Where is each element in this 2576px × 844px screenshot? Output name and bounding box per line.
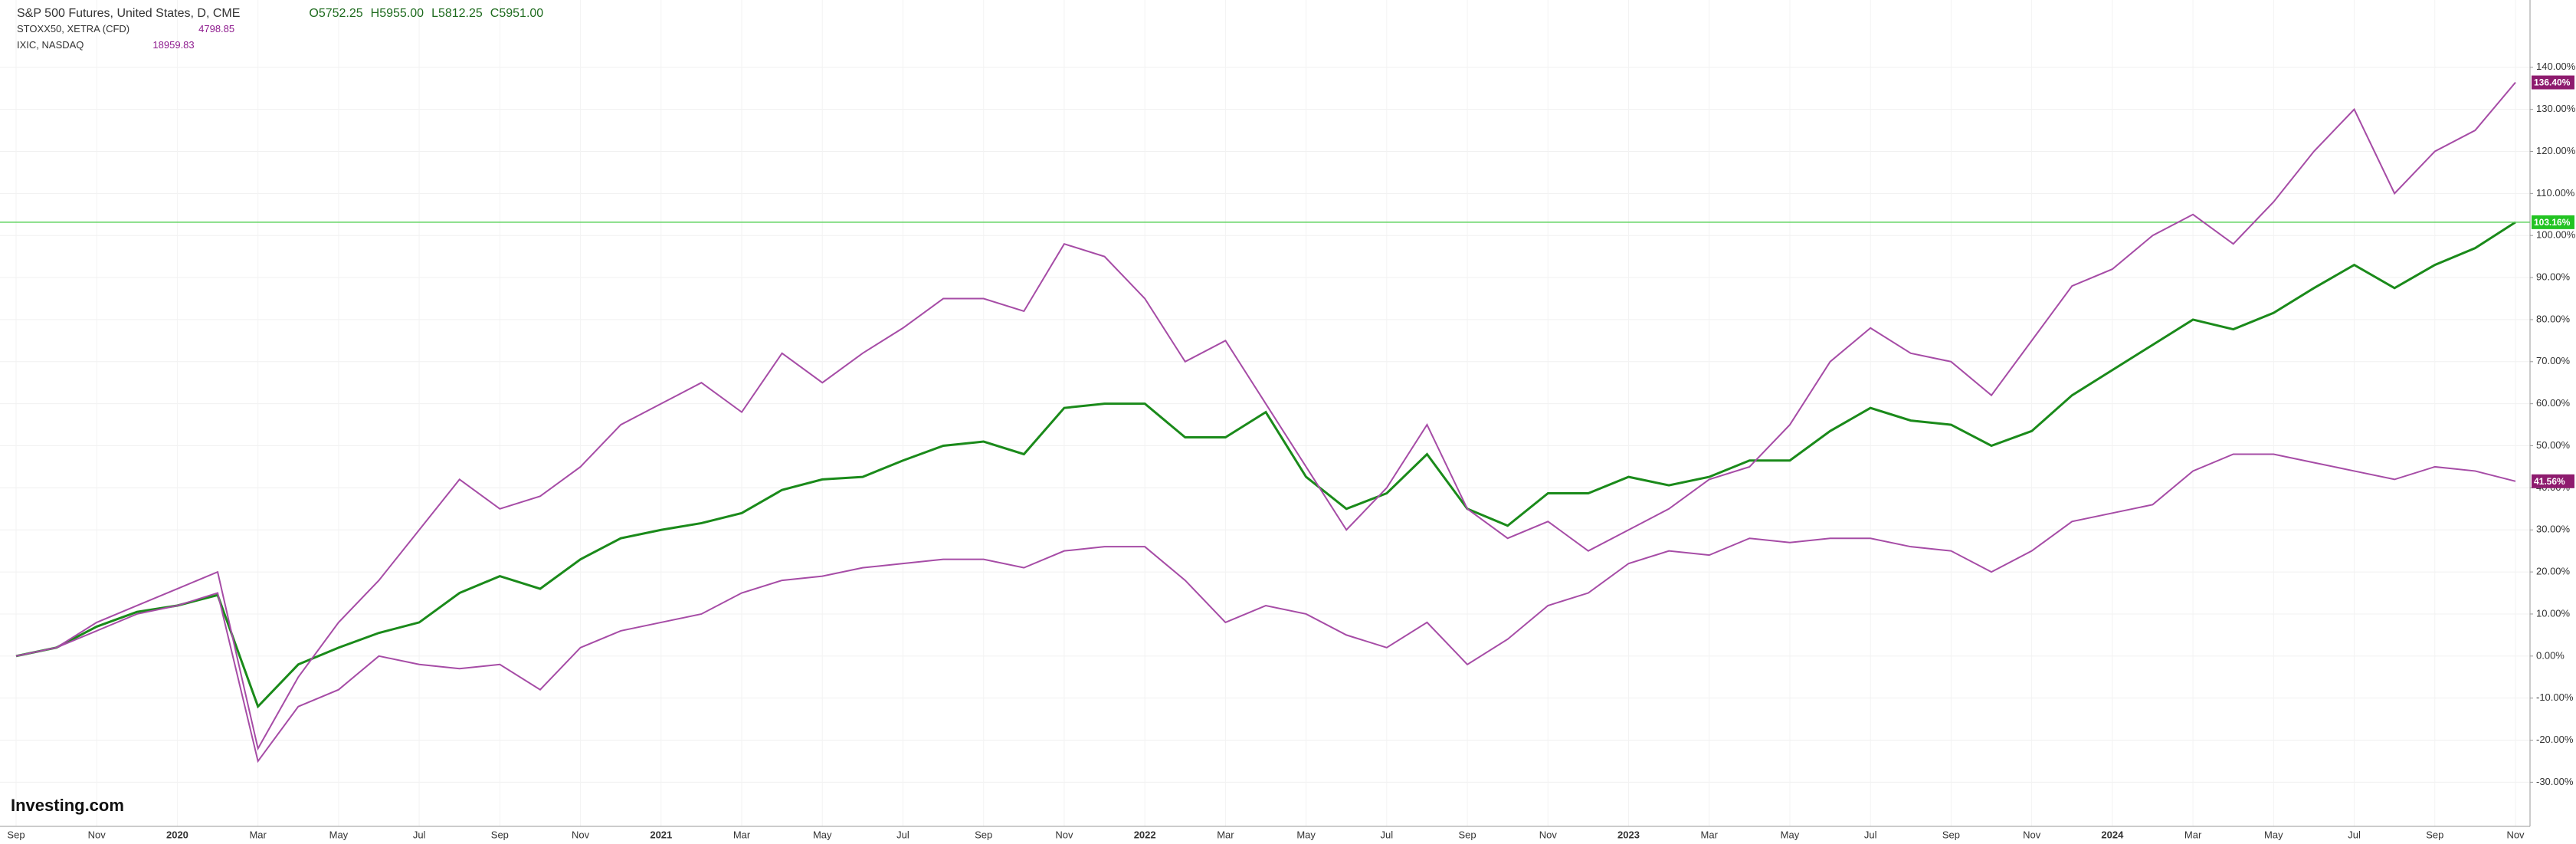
y-tick-label: 140.00% bbox=[2536, 61, 2576, 72]
y-tick-label: -30.00% bbox=[2536, 776, 2574, 787]
y-tick-label: 120.00% bbox=[2536, 145, 2576, 156]
y-tick-label: 110.00% bbox=[2536, 187, 2575, 199]
x-tick-label: May bbox=[1781, 829, 1800, 840]
last-value-label: 103.16% bbox=[2534, 217, 2571, 228]
x-tick-label: 2023 bbox=[1617, 829, 1640, 840]
x-tick-label: May bbox=[1296, 829, 1316, 840]
last-value-badge bbox=[2532, 215, 2574, 229]
y-tick-label: 30.00% bbox=[2536, 524, 2571, 535]
x-tick-label: 2022 bbox=[1134, 829, 1156, 840]
y-tick-label: 70.00% bbox=[2536, 355, 2571, 366]
x-tick-label: 2024 bbox=[2101, 829, 2124, 840]
legend-value: C5951.00 bbox=[490, 7, 543, 20]
x-tick-label: Jul bbox=[896, 829, 909, 840]
legend-title: IXIC, NASDAQ bbox=[17, 39, 84, 51]
y-tick-label: 60.00% bbox=[2536, 397, 2571, 409]
y-tick-label: 90.00% bbox=[2536, 271, 2571, 283]
grid bbox=[0, 0, 2530, 826]
legend-value: H5955.00 bbox=[371, 7, 424, 20]
x-tick-label: Nov bbox=[2506, 829, 2525, 840]
x-tick-label: Mar bbox=[1217, 829, 1234, 840]
x-tick-label: Mar bbox=[2184, 829, 2202, 840]
x-tick-label: Jul bbox=[1381, 829, 1394, 840]
y-tick-label: 50.00% bbox=[2536, 439, 2571, 451]
legend-value: L5812.25 bbox=[431, 7, 483, 20]
y-tick-label: 100.00% bbox=[2536, 229, 2576, 241]
x-tick-label: 2020 bbox=[166, 829, 188, 840]
x-tick-label: May bbox=[813, 829, 832, 840]
last-value-badge bbox=[2532, 474, 2574, 488]
series-line bbox=[15, 453, 2516, 764]
legend-title: STOXX50, XETRA (CFD) bbox=[17, 23, 129, 34]
legend-row: STOXX50, XETRA (CFD) 4798.85 bbox=[17, 23, 234, 34]
x-tick-label: 2021 bbox=[650, 829, 672, 840]
x-tick-label: Mar bbox=[733, 829, 751, 840]
legend-row: S&P 500 Futures, United States, D, CME O5… bbox=[17, 7, 543, 20]
x-tick-label: Sep bbox=[2426, 829, 2443, 840]
x-tick-label: Jul bbox=[2348, 829, 2361, 840]
watermark: Investing.com bbox=[11, 796, 124, 815]
x-tick-label: Jul bbox=[413, 829, 426, 840]
x-tick-label: Mar bbox=[1701, 829, 1719, 840]
legend-value: 18959.83 bbox=[152, 39, 194, 51]
y-tick-label: 20.00% bbox=[2536, 566, 2571, 577]
x-tick-label: Sep bbox=[7, 829, 25, 840]
legend-value: 4798.85 bbox=[198, 23, 234, 34]
legend-row: IXIC, NASDAQ 18959.83 bbox=[17, 39, 195, 51]
x-tick-label: Sep bbox=[1942, 829, 1960, 840]
x-tick-label: Sep bbox=[1458, 829, 1476, 840]
y-tick-label: 80.00% bbox=[2536, 313, 2571, 324]
legend-title: S&P 500 Futures, United States, D, CME bbox=[17, 7, 240, 20]
x-tick-label: Sep bbox=[491, 829, 509, 840]
x-tick-label: Nov bbox=[1055, 829, 1073, 840]
x-tick-label: May bbox=[329, 829, 349, 840]
y-tick-label: 130.00% bbox=[2536, 103, 2576, 114]
last-value-label: 136.40% bbox=[2534, 77, 2571, 88]
y-tick-label: -20.00% bbox=[2536, 734, 2574, 745]
series-line bbox=[15, 221, 2516, 709]
y-tick-label: 0.00% bbox=[2536, 649, 2565, 661]
x-tick-label: Jul bbox=[1864, 829, 1877, 840]
x-tick-label: May bbox=[2264, 829, 2283, 840]
x-tick-label: Nov bbox=[1539, 829, 1558, 840]
x-tick-label: Nov bbox=[572, 829, 590, 840]
x-tick-label: Mar bbox=[249, 829, 267, 840]
last-value-badge bbox=[2532, 75, 2574, 90]
y-tick-label: -10.00% bbox=[2536, 691, 2574, 703]
x-tick-label: Nov bbox=[88, 829, 107, 840]
x-tick-label: Nov bbox=[2023, 829, 2041, 840]
plot bbox=[0, 81, 2530, 764]
x-tick-label: Sep bbox=[975, 829, 992, 840]
series-line bbox=[15, 81, 2516, 751]
y-tick-label: 10.00% bbox=[2536, 607, 2571, 619]
legend-value: O5752.25 bbox=[309, 7, 362, 20]
last-value-label: 41.56% bbox=[2534, 476, 2565, 487]
